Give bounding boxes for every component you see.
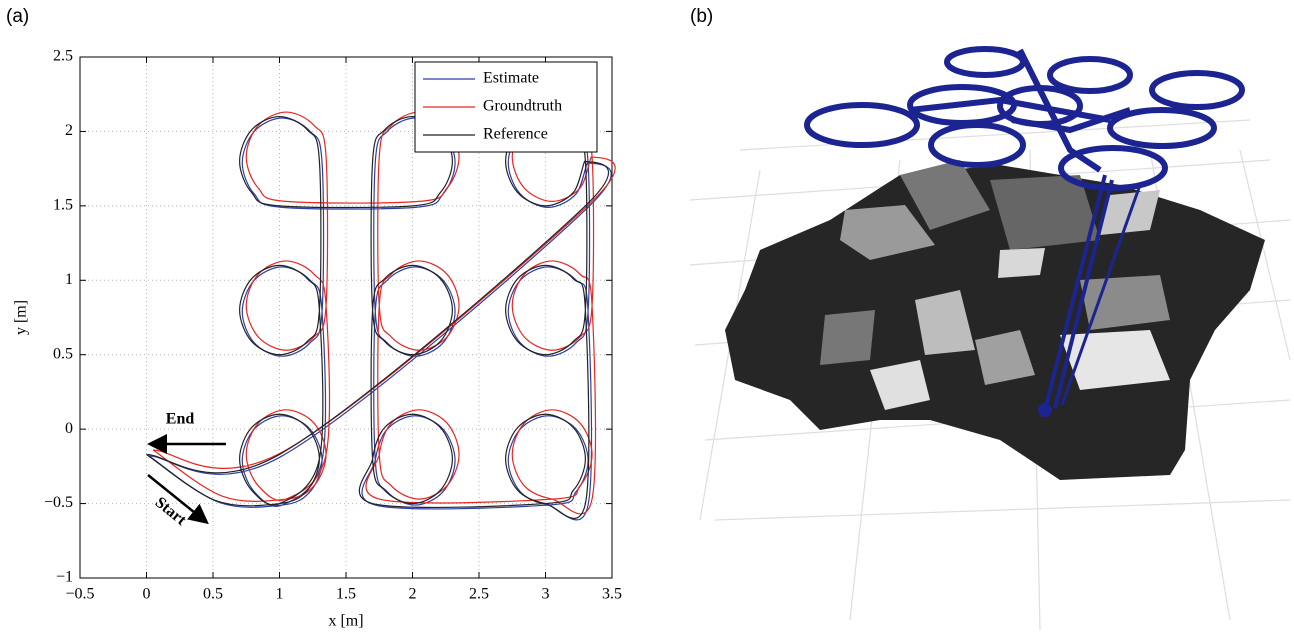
legend-label: Estimate: [483, 70, 539, 87]
annotation: End: [166, 411, 195, 428]
legend-label: Reference: [483, 126, 548, 143]
legend-label: Groundtruth: [483, 98, 562, 115]
y-axis-label: y [m]: [13, 300, 30, 335]
reconstruction-view: [690, 49, 1290, 630]
y-tick-label: 2: [65, 122, 73, 139]
x-tick-label: 2.5: [469, 586, 489, 603]
x-tick-label: 0: [143, 586, 151, 603]
y-tick-label: −0.5: [44, 494, 73, 511]
y-tick-label: 0.5: [53, 345, 73, 362]
x-tick-label: 2: [409, 586, 417, 603]
x-tick-label: 3.5: [602, 586, 622, 603]
x-axis-label: x [m]: [328, 613, 363, 630]
y-tick-label: 1: [65, 271, 73, 288]
x-tick-label: 3: [542, 586, 550, 603]
x-tick-label: 1.5: [336, 586, 356, 603]
x-tick-label: −0.5: [65, 586, 94, 603]
y-tick-label: −1: [56, 569, 73, 586]
y-tick-label: 2.5: [53, 48, 73, 65]
x-tick-label: 1: [276, 586, 284, 603]
y-tick-label: 0: [65, 420, 73, 437]
figure: (a) (b): [0, 0, 1294, 636]
panel-label: (b): [690, 6, 713, 27]
y-tick-label: 1.5: [53, 197, 73, 214]
x-tick-label: 0.5: [203, 586, 223, 603]
panel-label: (a): [6, 6, 29, 27]
